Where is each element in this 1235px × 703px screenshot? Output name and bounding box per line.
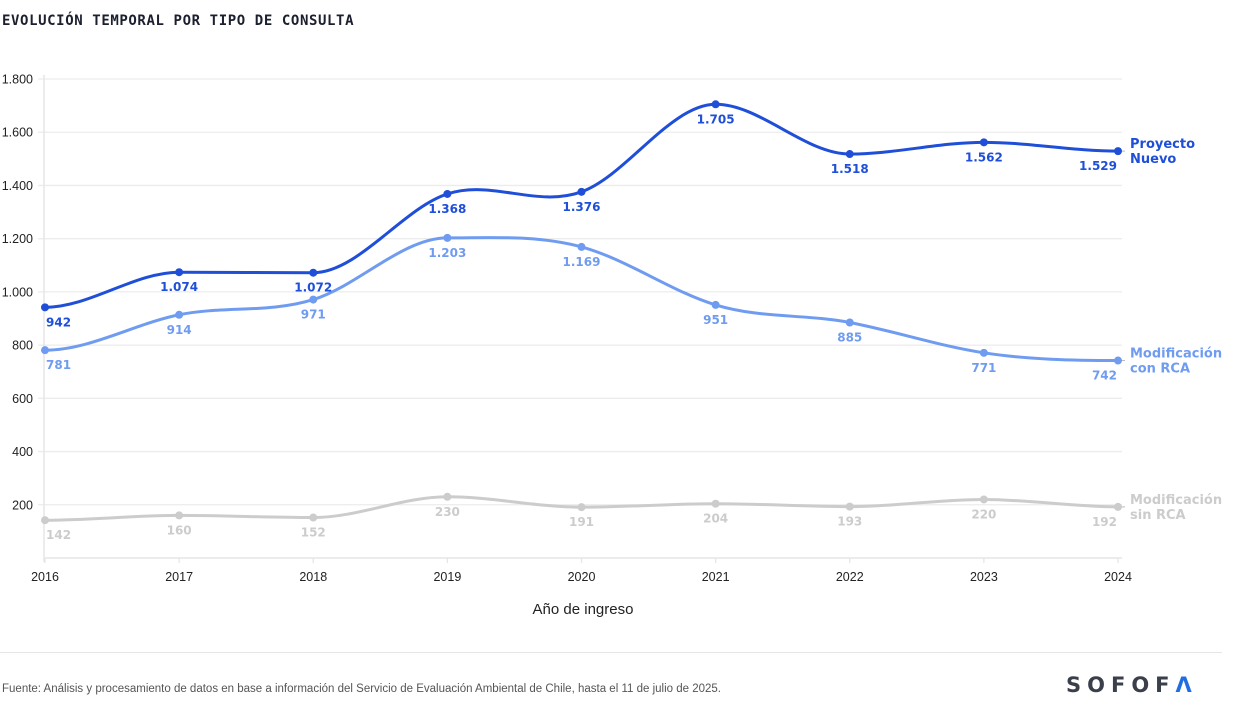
data-label: 1.072 <box>294 281 332 295</box>
data-point <box>443 233 452 242</box>
data-label: 1.518 <box>831 162 869 176</box>
series-name-label: Modificación <box>1130 347 1222 362</box>
data-point <box>309 295 318 304</box>
x-tick-label: 2021 <box>702 570 730 584</box>
data-point <box>443 492 452 501</box>
x-tick-label: 2019 <box>433 570 461 584</box>
data-label: 204 <box>703 512 728 526</box>
data-point <box>175 511 184 520</box>
x-tick-label: 2017 <box>165 570 193 584</box>
source-note: Fuente: Análisis y procesamiento de dato… <box>2 683 721 695</box>
data-point <box>979 495 988 504</box>
data-label: 1.169 <box>563 255 601 269</box>
footer-divider <box>0 652 1222 653</box>
data-point <box>845 150 854 159</box>
data-label: 193 <box>837 515 862 529</box>
x-tick-label: 2023 <box>970 570 998 584</box>
data-label: 230 <box>435 505 460 519</box>
x-tick-label: 2016 <box>31 570 59 584</box>
data-label: 1.203 <box>428 246 466 260</box>
series-lines <box>41 100 1125 525</box>
data-point <box>845 502 854 511</box>
data-point <box>175 310 184 319</box>
series-name-label: con RCA <box>1130 362 1190 377</box>
data-point <box>979 138 988 147</box>
data-label: 142 <box>46 528 71 542</box>
x-axis-title: Año de ingreso <box>533 601 634 618</box>
data-label: 192 <box>1092 515 1117 529</box>
y-tick-label: 1.000 <box>2 285 33 299</box>
data-label: 160 <box>167 523 192 537</box>
logo-accent: Λ <box>1175 673 1198 697</box>
y-tick-label: 800 <box>12 339 33 353</box>
series-name-label: Modificación <box>1130 493 1222 508</box>
data-label: 1.529 <box>1079 159 1117 173</box>
y-tick-label: 1.600 <box>2 126 33 140</box>
data-point <box>41 303 49 312</box>
data-label: 771 <box>971 361 996 375</box>
data-point <box>1114 356 1122 365</box>
axes: 200 400 600 800 1.000 1.200 1.400 1.600 1.800 201… <box>2 73 1132 585</box>
logo-text: SOFOF <box>1066 673 1176 697</box>
data-label: 1.562 <box>965 150 1003 164</box>
data-label: 220 <box>971 507 996 521</box>
data-label: 914 <box>167 323 192 337</box>
data-point <box>175 268 184 277</box>
data-point <box>443 189 452 198</box>
y-tick-label: 1.800 <box>2 73 33 87</box>
series-name-label: Proyecto <box>1130 137 1195 152</box>
data-label: 885 <box>837 330 862 344</box>
data-label: 942 <box>46 315 71 329</box>
data-label: 1.368 <box>428 202 466 216</box>
data-point <box>1114 502 1122 511</box>
data-label: 1.705 <box>697 112 735 126</box>
x-tick-label: 2018 <box>299 570 327 584</box>
data-point <box>979 348 988 357</box>
line-chart: 200 400 600 800 1.000 1.200 1.400 1.600 1.800 201… <box>2 73 1222 619</box>
series-name-label: Nuevo <box>1130 152 1176 167</box>
data-point <box>41 346 49 355</box>
data-point <box>711 499 720 508</box>
data-label: 1.376 <box>563 200 601 214</box>
data-point <box>711 100 720 109</box>
data-point <box>577 187 586 196</box>
chart-title: EVOLUCIÓN TEMPORAL POR TIPO DE CONSULTA <box>2 13 355 29</box>
y-tick-label: 600 <box>12 392 33 406</box>
data-point <box>845 318 854 327</box>
data-label: 781 <box>46 358 71 372</box>
x-tick-label: 2024 <box>1104 570 1132 584</box>
data-point <box>577 242 586 251</box>
data-label: 971 <box>301 308 326 322</box>
data-label: 742 <box>1092 369 1117 383</box>
data-point <box>309 513 318 522</box>
data-label: 152 <box>301 526 326 540</box>
data-point <box>309 268 318 277</box>
series-name-label: sin RCA <box>1130 508 1186 523</box>
data-point <box>41 516 49 525</box>
sofofa-logo: SOFOFΛ <box>1066 673 1198 697</box>
data-point <box>1114 147 1122 156</box>
data-point <box>711 300 720 309</box>
x-tick-label: 2022 <box>836 570 864 584</box>
data-label: 951 <box>703 313 728 327</box>
y-tick-label: 200 <box>12 498 33 512</box>
y-tick-label: 1.200 <box>2 232 33 246</box>
data-label: 191 <box>569 515 594 529</box>
x-tick-label: 2020 <box>568 570 596 584</box>
y-tick-label: 400 <box>12 445 33 459</box>
y-tick-label: 1.400 <box>2 179 33 193</box>
data-point <box>577 503 586 512</box>
data-label: 1.074 <box>160 280 198 294</box>
